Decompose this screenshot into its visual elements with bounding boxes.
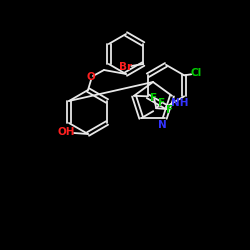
Text: N: N [158, 120, 167, 130]
Text: NH: NH [171, 98, 189, 108]
Text: F: F [166, 105, 173, 115]
Text: Cl: Cl [190, 68, 202, 78]
Text: F: F [150, 93, 157, 103]
Text: OH: OH [57, 127, 75, 137]
Text: F: F [158, 98, 165, 108]
Text: Br: Br [119, 62, 132, 72]
Text: O: O [87, 72, 96, 82]
